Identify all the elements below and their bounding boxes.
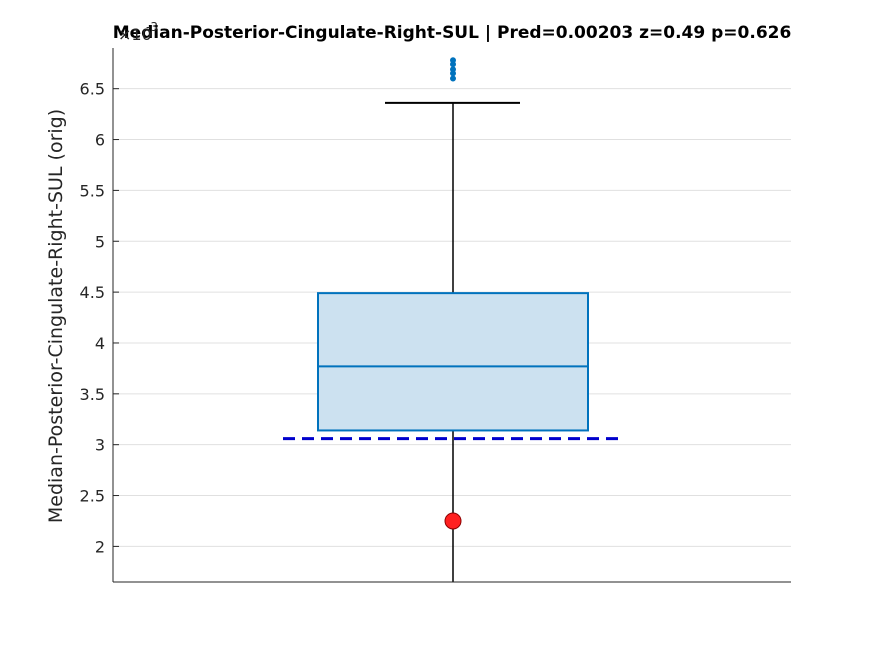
y-tick-label: 6.5	[80, 80, 105, 99]
y-tick-label: 3	[95, 436, 105, 455]
y-axis-label: Median-Posterior-Cingulate-Right-SUL (or…	[45, 109, 67, 523]
y-exponent-power: -3	[146, 20, 158, 34]
y-tick-label: 6	[95, 131, 105, 150]
y-tick-label: 2.5	[80, 487, 105, 506]
chart-title: Median-Posterior-Cingulate-Right-SUL | P…	[113, 23, 792, 43]
y-tick-label: 3.5	[80, 385, 105, 404]
y-tick-label: 5.5	[80, 181, 105, 200]
iqr-box	[317, 292, 589, 432]
y-exponent-base: ×10	[118, 25, 152, 44]
axes: 2 2.5 3 3.5 4 4.5 5 5.5 6 6.5	[80, 48, 791, 583]
y-tick-label: 5	[95, 232, 105, 251]
outlier-point	[450, 57, 456, 64]
outlier-point	[450, 75, 456, 82]
y-tick-label: 4.5	[80, 283, 105, 302]
y-tick-label: 4	[95, 334, 105, 353]
y-tick-label: 2	[95, 537, 105, 556]
outlier-point	[450, 66, 456, 73]
prediction-marker	[444, 512, 462, 530]
box-plot	[283, 57, 623, 582]
